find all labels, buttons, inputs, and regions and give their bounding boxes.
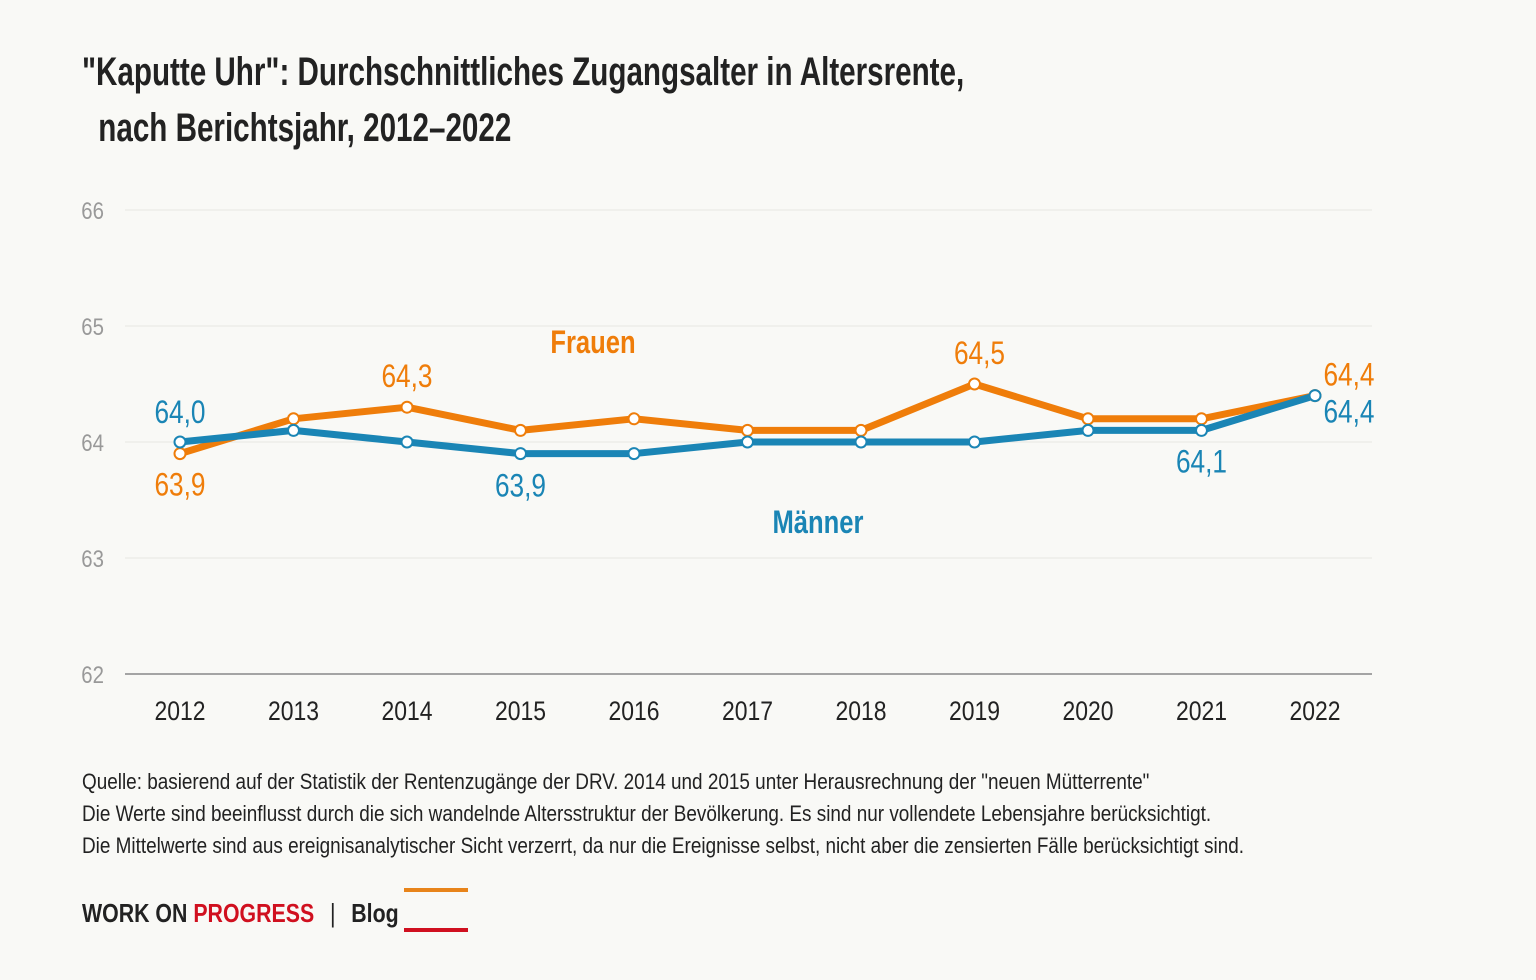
brand-blog: Blog bbox=[351, 898, 399, 928]
note-age-structure: Die Werte sind beeinflusst durch die sic… bbox=[82, 801, 1212, 826]
y-tick-label: 62 bbox=[81, 661, 104, 688]
data-point bbox=[287, 423, 300, 437]
data-label: 64,3 bbox=[381, 360, 432, 395]
data-point bbox=[627, 447, 641, 461]
data-point bbox=[1195, 423, 1208, 437]
brand-progress: PROGRESS bbox=[193, 898, 315, 928]
data-label: 64,5 bbox=[954, 337, 1005, 372]
data-point bbox=[854, 435, 868, 449]
data-point bbox=[968, 435, 981, 449]
y-tick-label: 63 bbox=[81, 545, 104, 572]
brand-work-on: WORK ON bbox=[82, 898, 188, 928]
x-tick-label: 2014 bbox=[381, 696, 432, 726]
data-label: 63,9 bbox=[495, 469, 546, 504]
title-line-1: "Kaputte Uhr": Durchschnittliches Zugang… bbox=[82, 50, 965, 94]
data-point bbox=[400, 435, 414, 449]
data-point bbox=[173, 435, 187, 449]
y-tick-label: 64 bbox=[81, 429, 104, 456]
y-tick-label: 65 bbox=[81, 313, 104, 340]
x-tick-label: 2022 bbox=[1289, 696, 1340, 726]
x-tick-label: 2013 bbox=[268, 696, 319, 726]
footer-brand: WORK ON PROGRESS | Blog bbox=[82, 898, 468, 929]
series-name-frauen: Frauen bbox=[550, 325, 635, 360]
source-notes: Quelle: basierend auf der Statistik der … bbox=[82, 766, 1433, 862]
series-name-männer: Männer bbox=[772, 505, 863, 540]
data-label: 63,9 bbox=[154, 468, 205, 503]
data-point bbox=[1081, 423, 1095, 437]
data-point bbox=[514, 423, 527, 437]
data-point bbox=[627, 412, 641, 426]
data-point bbox=[1195, 412, 1208, 426]
x-tick-label: 2012 bbox=[154, 696, 205, 726]
note-source: Quelle: basierend auf der Statistik der … bbox=[82, 769, 1150, 794]
data-point bbox=[514, 447, 527, 461]
y-tick-label: 66 bbox=[81, 197, 104, 224]
note-bias: Die Mittelwerte sind aus ereignisanalyti… bbox=[82, 833, 1245, 858]
data-point bbox=[287, 412, 300, 426]
data-point bbox=[173, 447, 187, 461]
data-label: 64,4 bbox=[1323, 395, 1374, 430]
data-label: 64,4 bbox=[1323, 358, 1374, 393]
chart-title: "Kaputte Uhr": Durchschnittliches Zugang… bbox=[82, 44, 1274, 156]
data-point bbox=[968, 377, 981, 391]
line-chart: 62 63 64 65 66 2012 2013 2014 2015 2016 2017 2018 20… bbox=[81, 197, 1374, 726]
brand-separator: | bbox=[329, 898, 336, 928]
wsi-logo bbox=[404, 888, 468, 932]
x-tick-label: 2019 bbox=[949, 696, 1000, 726]
title-line-2: nach Berichtsjahr, 2012–2022 bbox=[98, 106, 512, 150]
x-tick-label: 2015 bbox=[495, 696, 546, 726]
data-point bbox=[1308, 389, 1322, 403]
data-point bbox=[1081, 412, 1095, 426]
data-point bbox=[854, 423, 868, 437]
data-point bbox=[741, 435, 754, 449]
x-tick-label: 2017 bbox=[722, 696, 773, 726]
data-point bbox=[741, 423, 754, 437]
x-tick-label: 2020 bbox=[1062, 696, 1113, 726]
data-label: 64,0 bbox=[154, 396, 205, 431]
data-point bbox=[400, 400, 414, 414]
x-tick-label: 2021 bbox=[1176, 696, 1227, 726]
x-tick-label: 2018 bbox=[835, 696, 886, 726]
data-label: 64,1 bbox=[1176, 445, 1227, 480]
x-tick-label: 2016 bbox=[608, 696, 659, 726]
